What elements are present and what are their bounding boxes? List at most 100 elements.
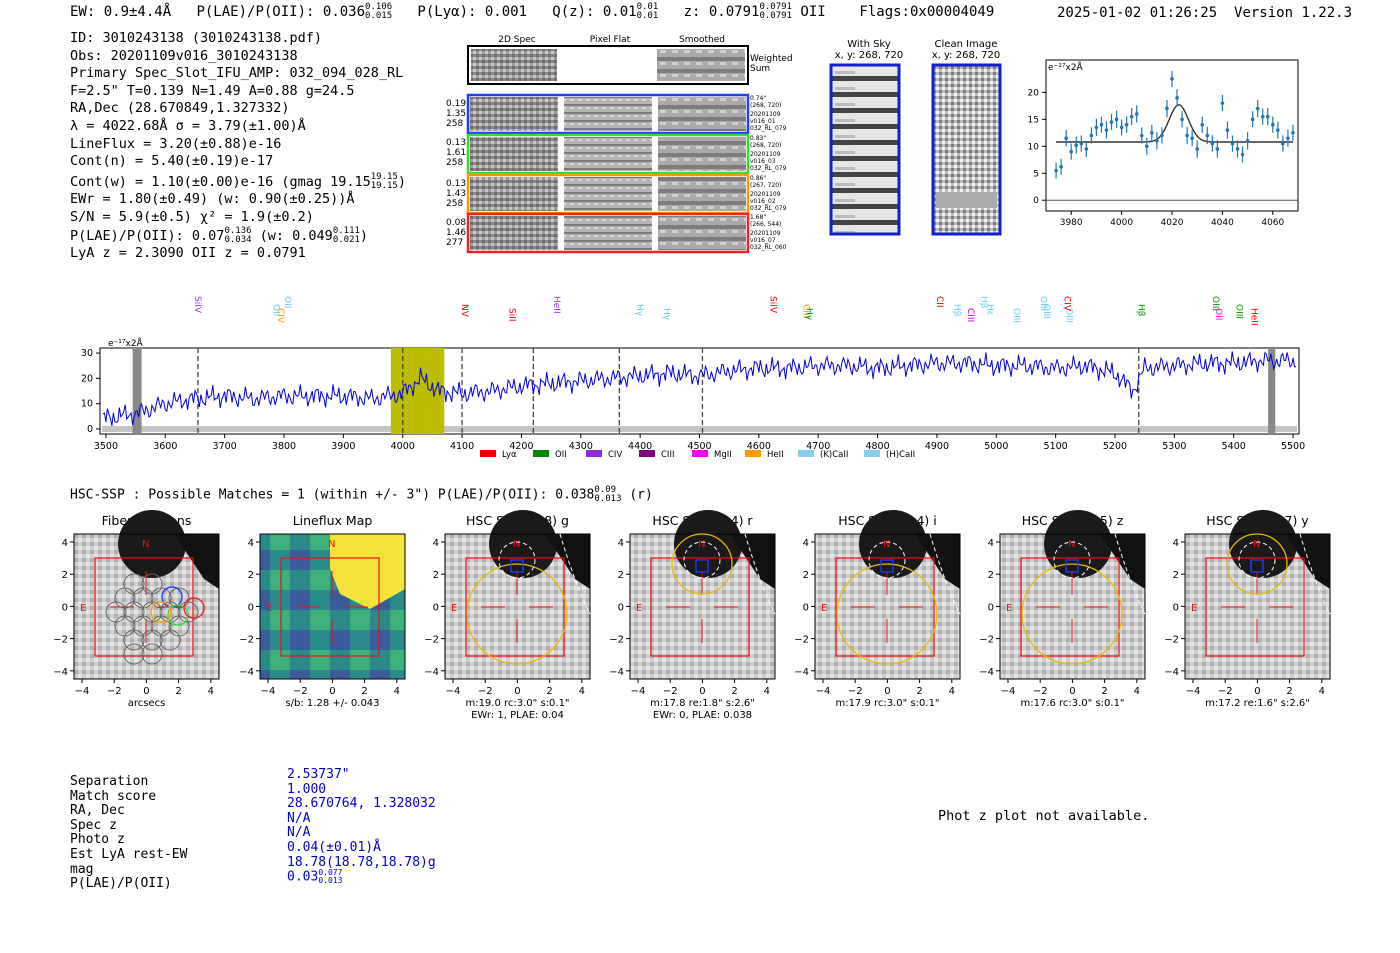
match-value-1: 1.000 xyxy=(287,782,436,797)
spec-xtick-label-4: 3900 xyxy=(331,441,355,452)
spec-line-label-2: CIV xyxy=(275,308,285,324)
header-version: Version 1.22.3 xyxy=(1234,5,1352,21)
info-lya: LyA z = 2.3090 OII z = 0.0791 xyxy=(70,245,406,263)
zoom-point-38 xyxy=(1246,139,1250,143)
bright-source-0 xyxy=(118,510,186,578)
zoom-point-23 xyxy=(1170,77,1174,81)
match-plae-lo: 0.013 xyxy=(318,876,342,885)
spec-xtick-label-0: 3500 xyxy=(94,441,118,452)
row0-stat2: 258 xyxy=(446,119,463,129)
zoom-point-27 xyxy=(1190,136,1194,140)
sky-band xyxy=(102,426,1297,432)
hsc-xtick-label-1-3: 2 xyxy=(361,686,367,697)
hsc-caption1-2: m:19.0 rc:3.0" s:0.1" xyxy=(465,698,569,709)
hsc-summary-lo: 0.013 xyxy=(594,494,621,504)
legend-label-1: OII xyxy=(555,450,567,460)
hsc-ytick-label-3-1: 2 xyxy=(618,570,624,581)
zoom-point-6 xyxy=(1085,147,1089,151)
hsc-ytick-label-3-3: −2 xyxy=(609,635,624,646)
hsc-ytick-label-5-3: −2 xyxy=(979,635,994,646)
zoom-point-44 xyxy=(1276,128,1280,132)
photz-message: Phot z plot not available. xyxy=(938,808,1149,824)
east-label-1: E xyxy=(266,603,272,614)
legend-swatch-2 xyxy=(586,450,602,457)
zoom-point-15 xyxy=(1130,115,1134,119)
row0-meta4: 032_RL_079 xyxy=(750,125,787,132)
info-lineflux: LineFlux = 3.20(±0.88)e-16 xyxy=(70,136,406,154)
spec-xtick-label-3: 3800 xyxy=(272,441,296,452)
hsc-panel-0: Fiber PositionsNE−44−22002−24−4arcsecs xyxy=(53,510,219,709)
spec-line-label-13: Hβ xyxy=(952,304,962,317)
row3-meta4: 032_RL_060 xyxy=(750,244,787,251)
zoom-point-45 xyxy=(1281,142,1285,146)
legend-swatch-3 xyxy=(639,450,655,457)
hsc-xtick-label-0-2: 0 xyxy=(143,686,149,697)
hsc-xtick-label-1-0: −4 xyxy=(261,686,276,697)
info-contw: Cont(w) = 1.10(±0.00)e-16 (gmag 19.15 xyxy=(70,174,371,190)
spec-line-label-17: OIII xyxy=(1011,308,1021,323)
row1-meta2: 20201109 xyxy=(750,151,781,158)
row3-stat1: 1.46 xyxy=(446,228,466,238)
zoom-point-37 xyxy=(1241,153,1245,157)
info-contw-row: Cont(w) = 1.10(±0.00)e-16 (gmag 19.1519.… xyxy=(70,173,406,192)
hsc-xtick-label-4-0: −4 xyxy=(816,686,831,697)
hsc-panels: Fiber PositionsNE−44−22002−24−4arcsecsLi… xyxy=(50,510,1350,725)
hsc-panel-5: HSC SSP(25.5) zNE−44−22002−24−4m:17.6 rc… xyxy=(979,510,1145,709)
zoom-point-10 xyxy=(1105,128,1109,132)
hsc-xtick-label-4-2: 0 xyxy=(884,686,890,697)
info-lambda: λ = 4022.68Å σ = 3.79(±1.00)Å xyxy=(70,118,406,136)
spec-line-label-4: NV xyxy=(459,304,469,318)
zoom-point-14 xyxy=(1125,123,1129,127)
info-ewr: EWr = 1.80(±0.49) (w: 0.90(±0.25))Å xyxy=(70,191,406,209)
zoom-point-12 xyxy=(1115,118,1119,122)
zoom-xtick-label-2: 4020 xyxy=(1161,218,1184,228)
header-z: z: 0.0791 xyxy=(684,4,760,20)
hsc-xtick-label-6-3: 2 xyxy=(1286,686,1292,697)
north-label-3: N xyxy=(698,539,705,550)
zoom-point-36 xyxy=(1236,147,1240,151)
spec-line-label-24: OIII xyxy=(1210,296,1220,311)
match-label-7: P(LAE)/P(OII) xyxy=(70,876,187,891)
spec-xtick-label-1: 3600 xyxy=(153,441,177,452)
spectrum-legend: Lyα OII CIV CIII MgII HeII (K)CaII (H)CaII xyxy=(480,450,915,460)
hsc-panel-6: HSC SSP(24.7) yNE−44−22002−24−4m:17.2 re… xyxy=(1164,510,1330,709)
col-label-smoothed: Smoothed xyxy=(679,35,725,45)
legend-label-2: CIV xyxy=(608,450,622,460)
hsc-ytick-label-2-2: 0 xyxy=(433,602,439,613)
row1-meta4: 032_RL_079 xyxy=(750,165,787,172)
zoom-point-46 xyxy=(1286,136,1290,140)
spec-ytick-label-3: 30 xyxy=(81,348,93,359)
header-plae-lo: 0.015 xyxy=(365,11,392,21)
zoom-point-41 xyxy=(1261,115,1265,119)
zoom-point-43 xyxy=(1271,123,1275,127)
legend-swatch-7 xyxy=(864,450,880,457)
zoom-point-19 xyxy=(1150,131,1154,135)
spec-xtick-label-19: 5400 xyxy=(1222,441,1246,452)
match-value-7: 0.03 xyxy=(287,870,318,885)
zoom-ytick-label-4: 20 xyxy=(1028,88,1040,98)
hsc-panel-2: HSC SSP(26.8) gNE−44−22002−24−4m:19.0 rc… xyxy=(424,510,590,721)
zoom-ytick-label-0: 0 xyxy=(1033,196,1039,206)
east-label-2: E xyxy=(451,603,457,614)
hsc-panel-3: HSC SSP(26.4) rNE−44−22002−24−4m:17.8 re… xyxy=(609,510,775,721)
zoom-point-33 xyxy=(1221,101,1225,105)
col-label-2dspec: 2D Spec xyxy=(498,35,535,45)
hsc-xtick-label-5-4: 4 xyxy=(1134,686,1140,697)
spectrum-frame xyxy=(100,348,1299,434)
hsc-xtick-label-3-0: −4 xyxy=(631,686,646,697)
spec-xtick-label-20: 5500 xyxy=(1281,441,1305,452)
match-value-2: 28.670764, 1.328032 xyxy=(287,796,436,811)
match-label-3: Spec z xyxy=(70,818,187,833)
cutout-row-3 xyxy=(468,214,748,252)
hsc-ytick-label-6-2: 0 xyxy=(1173,602,1179,613)
spec-line-label-5: SiII xyxy=(507,308,517,322)
hsc-xtick-label-4-3: 2 xyxy=(916,686,922,697)
hsc-xtick-label-6-0: −4 xyxy=(1186,686,1201,697)
spec-line-label-7: Hγ xyxy=(634,304,644,317)
spec-xtick-label-2: 3700 xyxy=(213,441,237,452)
header-z-lo: 0.0791 xyxy=(759,11,792,21)
hsc-xtick-label-0-3: 2 xyxy=(175,686,181,697)
zoom-point-18 xyxy=(1145,144,1149,148)
spec-line-label-14: CIII xyxy=(965,308,975,322)
